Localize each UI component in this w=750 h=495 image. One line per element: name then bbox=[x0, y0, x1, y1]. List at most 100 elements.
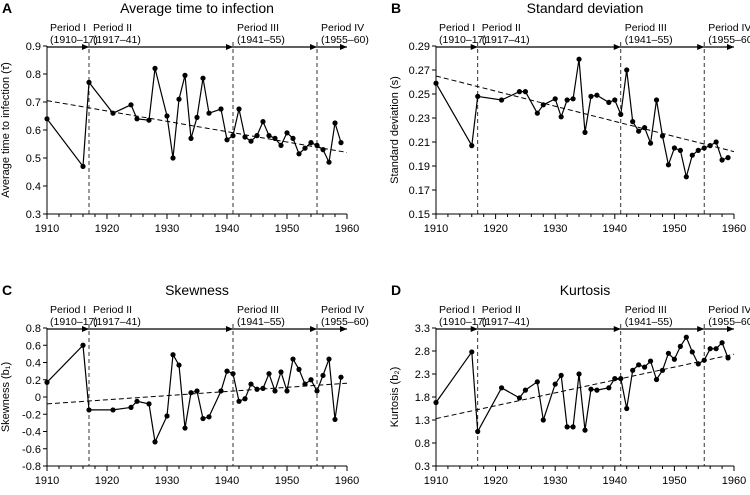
data-point bbox=[582, 427, 588, 433]
y-tick-label: -0.4 bbox=[22, 427, 41, 439]
chart-title: Average time to infection bbox=[120, 0, 274, 16]
data-point bbox=[659, 367, 666, 373]
x-tick-label: 1960 bbox=[335, 223, 359, 235]
y-tick-label: 0.29 bbox=[409, 41, 430, 53]
trend-line bbox=[46, 382, 348, 405]
y-tick-label: 0.4 bbox=[26, 181, 41, 193]
y-axis-label: Average time to infection (τ̄) bbox=[0, 62, 12, 198]
data-point bbox=[534, 110, 540, 116]
y-tick-label: 0.3 bbox=[415, 461, 430, 473]
x-tick-label: 1920 bbox=[483, 475, 507, 487]
period-range: (1917–41) bbox=[93, 34, 141, 46]
data-point bbox=[332, 120, 338, 126]
data-point bbox=[719, 157, 725, 163]
y-tick-label: 0.21 bbox=[409, 137, 430, 149]
data-point bbox=[206, 414, 212, 420]
data-point bbox=[677, 147, 683, 153]
period-label: Period II bbox=[93, 304, 132, 316]
data-point bbox=[630, 119, 636, 125]
period-arrowhead bbox=[697, 44, 705, 50]
data-point bbox=[695, 147, 701, 153]
data-point bbox=[576, 56, 582, 62]
y-tick-label: 0.8 bbox=[415, 438, 430, 450]
data-point bbox=[636, 128, 642, 134]
data-point bbox=[260, 385, 266, 391]
data-point bbox=[624, 405, 630, 412]
data-point bbox=[713, 346, 719, 352]
data-point bbox=[665, 350, 672, 356]
data-point bbox=[701, 357, 707, 363]
data-point bbox=[570, 424, 576, 430]
x-tick-label: 1910 bbox=[35, 223, 59, 235]
data-point bbox=[200, 415, 206, 422]
data-point bbox=[146, 401, 152, 407]
data-point bbox=[642, 125, 648, 131]
data-point bbox=[218, 106, 224, 112]
panel-label: C bbox=[2, 282, 12, 298]
data-point bbox=[236, 106, 242, 112]
period-label: Period III bbox=[625, 304, 667, 316]
period-arrowhead bbox=[470, 44, 478, 50]
data-point bbox=[266, 133, 272, 139]
data-point bbox=[80, 163, 86, 169]
panel-label: B bbox=[391, 0, 401, 16]
data-point bbox=[242, 396, 248, 402]
data-point bbox=[552, 96, 558, 102]
y-tick-label: 0.17 bbox=[409, 185, 430, 197]
data-point bbox=[498, 97, 505, 103]
period-range: (1941–55) bbox=[237, 316, 285, 328]
period-label: Period IV bbox=[708, 22, 750, 34]
data-point bbox=[176, 362, 182, 368]
data-point bbox=[636, 362, 642, 368]
axes-frame bbox=[46, 328, 347, 467]
data-point bbox=[689, 349, 695, 355]
data-point bbox=[683, 174, 689, 180]
period-arrowhead bbox=[226, 326, 233, 332]
x-tick-label: 1920 bbox=[483, 223, 507, 235]
data-point bbox=[582, 129, 588, 135]
y-tick-label: 0.7 bbox=[26, 97, 41, 109]
data-point bbox=[594, 387, 600, 393]
period-label: Period III bbox=[237, 304, 279, 316]
data-point bbox=[236, 398, 242, 404]
x-tick-label: 1960 bbox=[722, 475, 746, 487]
data-point bbox=[522, 89, 529, 95]
data-point bbox=[564, 424, 570, 430]
y-tick-label: 0.6 bbox=[26, 340, 41, 352]
y-tick-label: -0.2 bbox=[22, 409, 41, 421]
data-point bbox=[665, 162, 672, 168]
period-label: Period III bbox=[625, 22, 667, 34]
period-range: (1941–55) bbox=[625, 34, 673, 46]
y-tick-label: 0.8 bbox=[26, 323, 41, 335]
data-point bbox=[653, 97, 660, 103]
period-range: (1941–55) bbox=[625, 316, 673, 328]
data-point bbox=[44, 116, 50, 122]
x-tick-label: 1920 bbox=[95, 223, 119, 235]
y-tick-label: 2.8 bbox=[415, 346, 430, 358]
data-point bbox=[326, 159, 332, 165]
data-point bbox=[618, 111, 624, 117]
data-point bbox=[170, 155, 176, 161]
x-tick-label: 1930 bbox=[543, 223, 567, 235]
y-tick-label: 0.25 bbox=[409, 89, 430, 101]
period-arrowhead bbox=[82, 326, 89, 332]
period-label: Period I bbox=[50, 304, 86, 316]
data-point bbox=[671, 356, 678, 362]
data-point bbox=[86, 407, 92, 413]
y-tick-label: 1.8 bbox=[415, 392, 430, 404]
y-tick-label: 0.5 bbox=[26, 153, 41, 165]
period-range: (1910–17) bbox=[439, 34, 487, 46]
data-point bbox=[659, 133, 666, 139]
period-range: (1941–55) bbox=[237, 34, 285, 46]
data-point bbox=[713, 139, 719, 145]
data-point bbox=[272, 135, 278, 141]
data-point bbox=[314, 142, 320, 148]
period-arrowhead bbox=[613, 44, 621, 50]
x-tick-label: 1950 bbox=[662, 223, 686, 235]
chart-title: Skewness bbox=[165, 282, 229, 298]
data-point bbox=[642, 364, 648, 370]
data-point bbox=[332, 416, 338, 423]
data-point bbox=[80, 342, 86, 348]
